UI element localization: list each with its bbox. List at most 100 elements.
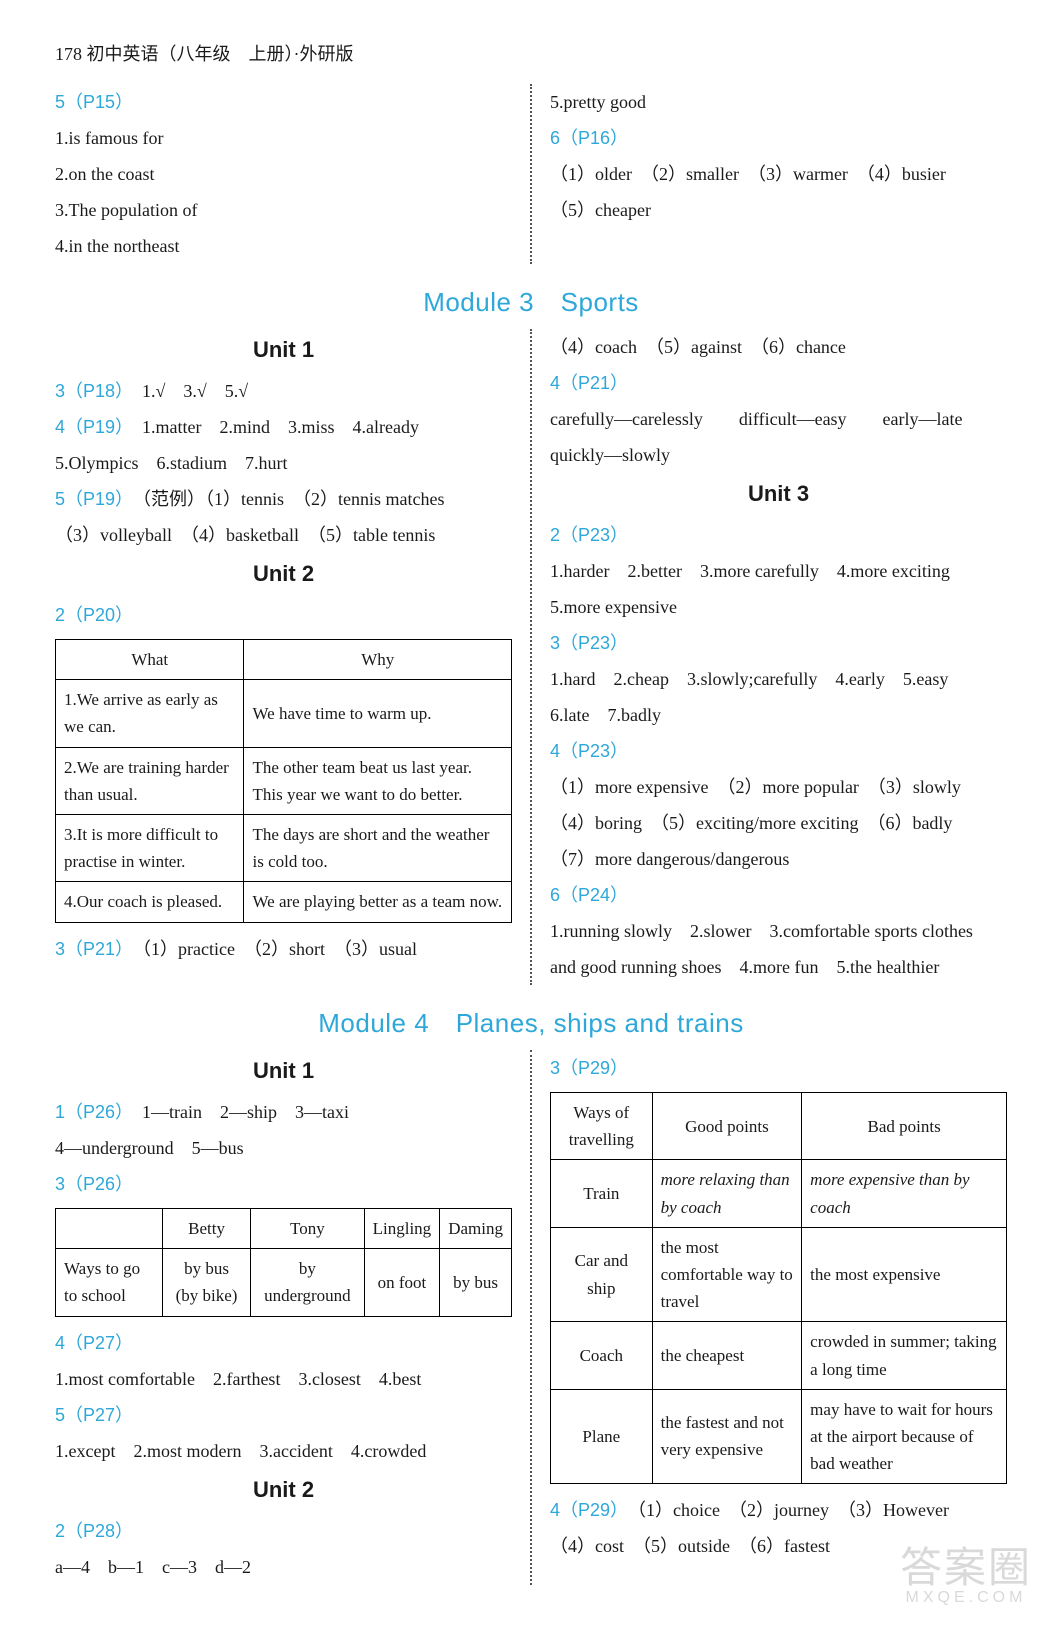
text-line: （1）older （2）smaller （3）warmer （4）busier: [550, 156, 1007, 192]
cell: Train: [551, 1160, 653, 1227]
cell: 4.Our coach is pleased.: [56, 882, 244, 922]
cell: Plane: [551, 1389, 653, 1484]
m4-right-table: Ways of travelling Good points Bad point…: [550, 1092, 1007, 1484]
ref-p27b: 5（P27）: [55, 1405, 133, 1425]
cell: 1.We arrive as early as we can.: [56, 680, 244, 747]
text: （1）practice （2）short （3）usual: [142, 939, 417, 959]
ref-p24: 6（P24）: [550, 885, 628, 905]
text: （范例）（1）tennis （2）tennis matches: [142, 489, 444, 509]
text-line: （4）coach （5）against （6）chance: [550, 329, 1007, 365]
cell: more expensive than by coach: [802, 1160, 1007, 1227]
ref-p28: 2（P28）: [55, 1521, 133, 1541]
text-line: （1）more expensive （2）more popular （3）slo…: [550, 769, 1007, 805]
text: 1.√ 3.√ 5.√: [142, 381, 248, 401]
ref-p15: 5（P15）: [55, 92, 133, 112]
cell: the most comfortable way to travel: [652, 1227, 802, 1322]
module3-left: Unit 1 3（P18） 1.√ 3.√ 5.√ 4（P19） 1.matte…: [55, 329, 530, 985]
text-line: （4）boring （5）exciting/more exciting （6）b…: [550, 805, 1007, 841]
ref-p27a: 4（P27）: [55, 1333, 133, 1353]
text-line: 6.late 7.badly: [550, 697, 1007, 733]
module3-right: （4）coach （5）against （6）chance 4（P21） car…: [530, 329, 1007, 985]
cell: by bus: [440, 1249, 512, 1316]
text-line: 4.in the northeast: [55, 228, 512, 264]
text-line: carefully—carelessly difficult—easy earl…: [550, 401, 1007, 437]
th: Daming: [440, 1209, 512, 1249]
cell: Coach: [551, 1322, 653, 1389]
text-line: 5.pretty good: [550, 84, 1007, 120]
text-line: 1.except 2.most modern 3.accident 4.crow…: [55, 1433, 512, 1469]
ref-p19a: 4（P19）: [55, 417, 124, 437]
m3-unit3-title: Unit 3: [550, 481, 1007, 507]
ref-p16: 6（P16）: [550, 128, 628, 148]
text-line: 3.The population of: [55, 192, 512, 228]
text-line: 1.running slowly 2.slower 3.comfortable …: [550, 913, 1007, 949]
cell: the most expensive: [802, 1227, 1007, 1322]
cell: the fastest and not very expensive: [652, 1389, 802, 1484]
text-line: a—4 b—1 c—3 d—2: [55, 1549, 512, 1585]
text-line: and good running shoes 4.more fun 5.the …: [550, 949, 1007, 985]
text-line: quickly—slowly: [550, 437, 1007, 473]
th: Good points: [652, 1093, 802, 1160]
cell: the cheapest: [652, 1322, 802, 1389]
text: 1—train 2—ship 3—taxi: [142, 1102, 349, 1122]
watermark-sub: MXQE.COM: [900, 1589, 1032, 1607]
ref-p29a: 3（P29）: [550, 1058, 628, 1078]
th-what: What: [56, 640, 244, 680]
module3-title: Module 3 Sports: [55, 282, 1007, 319]
text-line: 1.is famous for: [55, 120, 512, 156]
ref-p21a: 3（P21）: [55, 939, 124, 959]
table-row: Coach the cheapest crowded in summer; ta…: [551, 1322, 1007, 1389]
module4-title: Module 4 Planes, ships and trains: [55, 1003, 1007, 1040]
ref-p26b: 3（P26）: [55, 1174, 133, 1194]
m4-unit1-title: Unit 1: [55, 1058, 512, 1084]
th: Bad points: [802, 1093, 1007, 1160]
th: Betty: [162, 1209, 250, 1249]
m3-unit2-title: Unit 2: [55, 561, 512, 587]
text-line: 5.Olympics 6.stadium 7.hurt: [55, 445, 512, 481]
text-line: （3）volleyball （4）basketball （5）table ten…: [55, 517, 512, 553]
ref-p26a: 1（P26）: [55, 1102, 124, 1122]
cell: We are playing better as a team now.: [244, 882, 512, 922]
module4-columns: Unit 1 1（P26） 1—train 2—ship 3—taxi 4—un…: [55, 1050, 1007, 1585]
ref-p21b: 4（P21）: [550, 373, 628, 393]
table-row: Train more relaxing than by coach more e…: [551, 1160, 1007, 1227]
table-row: 3.It is more difficult to practise in wi…: [56, 814, 512, 881]
cell: on foot: [364, 1249, 440, 1316]
ref-p29b: 4（P29）: [550, 1500, 619, 1520]
text-line: （5）cheaper: [550, 192, 1007, 228]
table-row: 2.We are training harder than usual. The…: [56, 747, 512, 814]
m4-unit2-title: Unit 2: [55, 1477, 512, 1503]
text-line: 4—underground 5—bus: [55, 1130, 512, 1166]
cell: 3.It is more difficult to practise in wi…: [56, 814, 244, 881]
text: （1）choice （2）journey （3）However: [637, 1500, 949, 1520]
ref-p23c: 4（P23）: [550, 741, 628, 761]
ref-p20: 2（P20）: [55, 605, 133, 625]
text-line: （4）cost （5）outside （6）fastest: [550, 1528, 1007, 1564]
text-line: 5.more expensive: [550, 589, 1007, 625]
text-line: 1.harder 2.better 3.more carefully 4.mor…: [550, 553, 1007, 589]
cell: crowded in summer; taking a long time: [802, 1322, 1007, 1389]
cell: by bus (by bike): [162, 1249, 250, 1316]
cell: more relaxing than by coach: [652, 1160, 802, 1227]
m3-unit1-title: Unit 1: [55, 337, 512, 363]
text-line: （7）more dangerous/dangerous: [550, 841, 1007, 877]
top-left: 5（P15） 1.is famous for 2.on the coast 3.…: [55, 84, 530, 264]
ref-p19b: 5（P19）: [55, 489, 124, 509]
text-line: 1.most comfortable 2.farthest 3.closest …: [55, 1361, 512, 1397]
cell: by underground: [251, 1249, 364, 1316]
th-why: Why: [244, 640, 512, 680]
cell: The other team beat us last year. This y…: [244, 747, 512, 814]
table-row: What Why: [56, 640, 512, 680]
top-right: 5.pretty good 6（P16） （1）older （2）smaller…: [530, 84, 1007, 264]
cell: Ways to go to school: [56, 1249, 163, 1316]
table-row: Plane the fastest and not very expensive…: [551, 1389, 1007, 1484]
module4-left: Unit 1 1（P26） 1—train 2—ship 3—taxi 4—un…: [55, 1050, 530, 1585]
table-row: Betty Tony Lingling Daming: [56, 1209, 512, 1249]
cell: Car and ship: [551, 1227, 653, 1322]
module4-right: 3（P29） Ways of travelling Good points Ba…: [530, 1050, 1007, 1585]
th: Tony: [251, 1209, 364, 1249]
page-header: 178 初中英语（八年级 上册）·外研版: [55, 40, 1007, 66]
top-columns: 5（P15） 1.is famous for 2.on the coast 3.…: [55, 84, 1007, 264]
table-row: 1.We arrive as early as we can. We have …: [56, 680, 512, 747]
text: 1.matter 2.mind 3.miss 4.already: [142, 417, 419, 437]
